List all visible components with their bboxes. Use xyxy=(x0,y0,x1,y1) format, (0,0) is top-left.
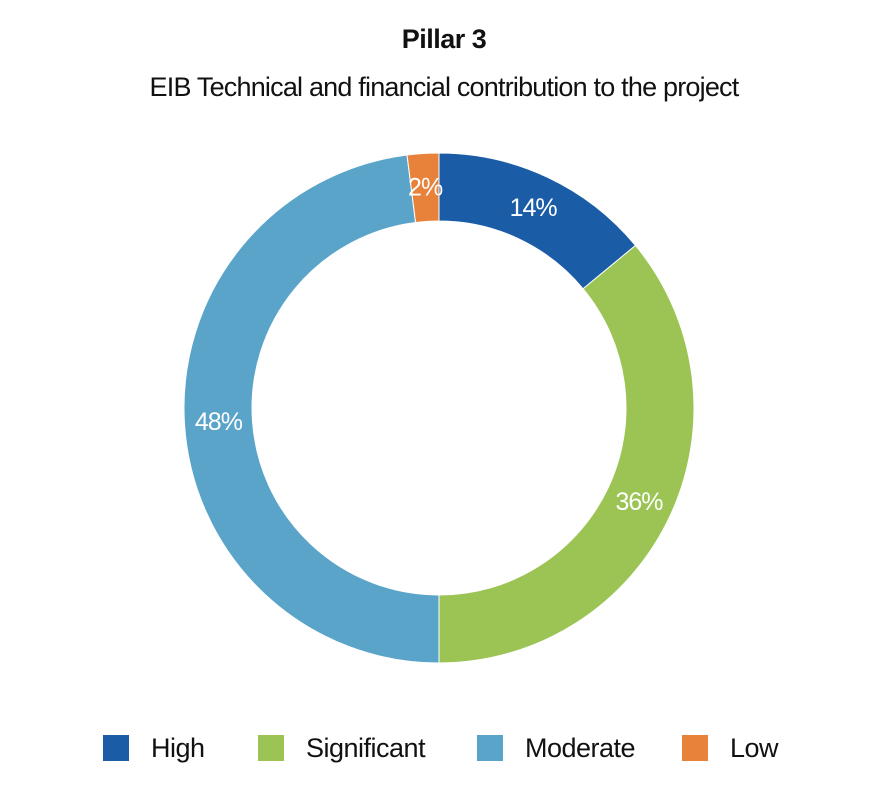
legend-item-significant: Significant xyxy=(258,726,426,770)
donut-slice-moderate xyxy=(183,154,440,664)
legend-item-moderate: Moderate xyxy=(477,726,636,770)
chart-subtitle: EIB Technical and financial contribution… xyxy=(149,72,740,102)
legend-item-high: High xyxy=(103,726,205,770)
legend: High Significant Moderate Low xyxy=(0,726,888,770)
legend-swatch-significant xyxy=(258,735,284,761)
legend-swatch-low xyxy=(682,735,708,761)
chart-title: Pillar 3 xyxy=(401,24,487,54)
donut-slice-low xyxy=(406,152,440,224)
donut-chart: 14% 36% 48% 2% xyxy=(183,152,695,664)
slice-label-low: 2% xyxy=(408,173,443,201)
slice-label-high: 14% xyxy=(510,194,558,222)
legend-label-high: High xyxy=(151,732,205,763)
legend-label-moderate: Moderate xyxy=(525,732,636,763)
donut-slice-significant xyxy=(438,244,695,664)
legend-label-low: Low xyxy=(730,732,779,763)
slice-label-moderate: 48% xyxy=(195,408,243,436)
slice-label-significant: 36% xyxy=(615,488,663,516)
legend-label-significant: Significant xyxy=(306,732,426,763)
legend-swatch-moderate xyxy=(477,735,503,761)
legend-item-low: Low xyxy=(682,726,779,770)
legend-swatch-high xyxy=(103,735,129,761)
